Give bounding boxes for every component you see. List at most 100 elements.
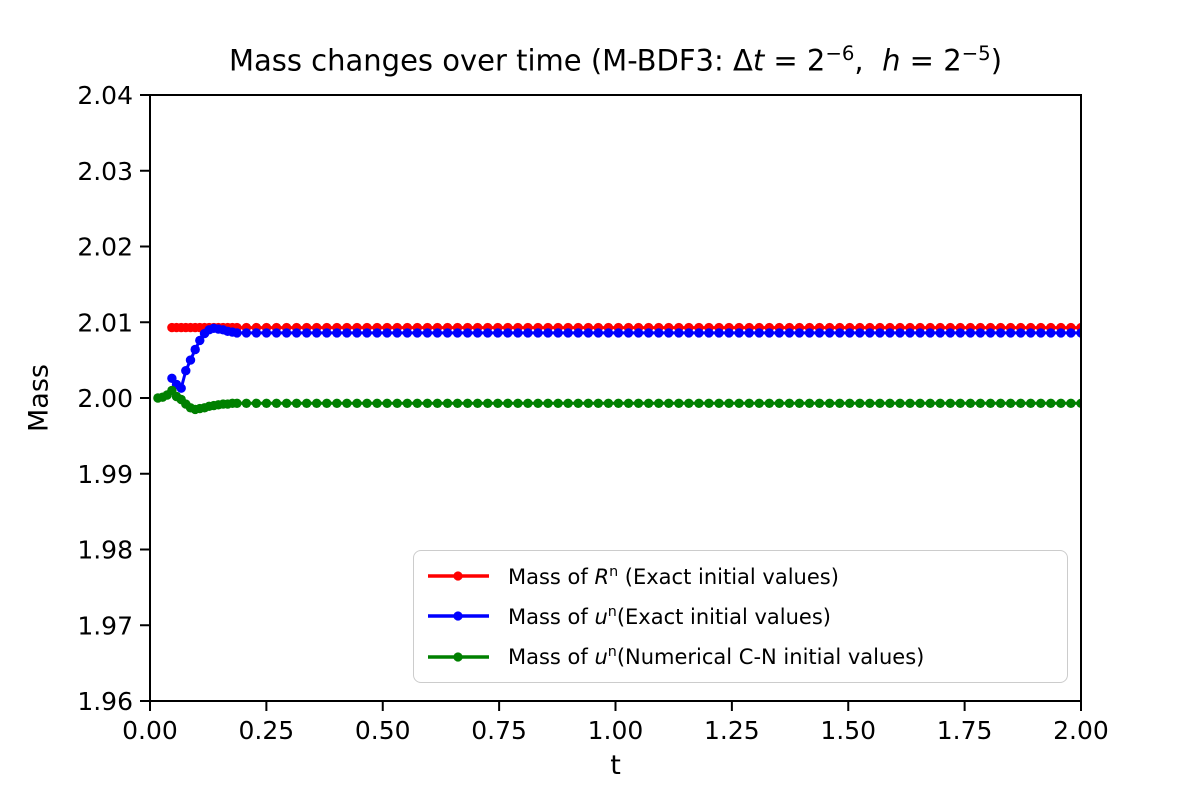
series-marker-mass-un-exact bbox=[392, 328, 402, 338]
x-tick-label: 0.25 bbox=[239, 716, 295, 745]
series-marker-mass-un-exact bbox=[664, 328, 674, 338]
series-marker-mass-un-numerical-cn bbox=[784, 398, 795, 408]
series-marker-mass-un-numerical-cn bbox=[633, 398, 644, 408]
series-marker-mass-un-exact bbox=[824, 328, 835, 338]
series-marker-mass-un-numerical-cn bbox=[1076, 398, 1081, 408]
series-marker-mass-un-numerical-cn bbox=[362, 398, 372, 408]
series-marker-mass-un-numerical-cn bbox=[643, 398, 654, 408]
series-marker-mass-un-numerical-cn bbox=[493, 398, 503, 408]
series-marker-mass-un-numerical-cn bbox=[1046, 398, 1056, 408]
series-marker-mass-un-numerical-cn bbox=[432, 398, 443, 408]
series-marker-mass-un-numerical-cn bbox=[513, 398, 523, 408]
series-marker-mass-un-exact bbox=[190, 344, 200, 355]
series-marker-mass-un-numerical-cn bbox=[402, 398, 412, 408]
series-marker-mass-un-numerical-cn bbox=[975, 398, 986, 408]
series-marker-mass-un-exact bbox=[553, 328, 563, 338]
series-marker-mass-un-exact bbox=[814, 328, 825, 338]
series-marker-mass-un-exact bbox=[784, 328, 795, 338]
series-marker-mass-un-exact bbox=[985, 328, 996, 338]
legend-item-mass-Rn-exact: Mass of Rn (Exact initial values) bbox=[425, 556, 1067, 596]
series-marker-mass-un-numerical-cn bbox=[895, 398, 905, 408]
series-marker-mass-un-numerical-cn bbox=[332, 398, 342, 408]
series-marker-mass-un-exact bbox=[845, 328, 855, 338]
series-marker-mass-un-exact bbox=[1056, 328, 1066, 338]
series-marker-mass-un-numerical-cn bbox=[945, 398, 955, 408]
y-tick-label: 1.99 bbox=[77, 460, 133, 489]
series-marker-mass-un-numerical-cn bbox=[935, 398, 945, 408]
series-marker-mass-un-exact bbox=[195, 335, 205, 346]
series-marker-mass-un-exact bbox=[633, 328, 644, 338]
series-marker-mass-un-numerical-cn bbox=[543, 398, 553, 408]
chart-title: Mass changes over time (M-BDF3: Δt = 2−6… bbox=[228, 42, 1003, 78]
series-marker-mass-un-exact bbox=[694, 328, 704, 338]
series-marker-mass-un-exact bbox=[462, 328, 473, 338]
series-marker-mass-un-exact bbox=[442, 328, 453, 338]
series-marker-mass-un-exact bbox=[382, 328, 392, 338]
series-marker-mass-un-exact bbox=[885, 328, 895, 338]
series-marker-mass-un-exact bbox=[412, 328, 422, 338]
series-marker-mass-un-numerical-cn bbox=[593, 398, 603, 408]
x-tick-label: 1.50 bbox=[820, 716, 876, 745]
series-marker-mass-un-exact bbox=[744, 328, 754, 338]
y-tick-label: 2.01 bbox=[77, 308, 133, 337]
series-marker-mass-un-numerical-cn bbox=[583, 398, 593, 408]
series-marker-mass-un-exact bbox=[362, 328, 372, 338]
series-marker-mass-un-numerical-cn bbox=[865, 398, 875, 408]
series-marker-mass-un-exact bbox=[312, 328, 322, 338]
series-marker-mass-un-exact bbox=[563, 328, 573, 338]
series-marker-mass-un-numerical-cn bbox=[925, 398, 935, 408]
series-marker-mass-un-numerical-cn bbox=[714, 398, 724, 408]
series-marker-mass-un-numerical-cn bbox=[1016, 398, 1026, 408]
series-marker-mass-un-numerical-cn bbox=[1056, 398, 1066, 408]
series-marker-mass-un-exact bbox=[754, 328, 764, 338]
series-marker-mass-un-exact bbox=[925, 328, 935, 338]
legend-label: Mass of un(Numerical C-N initial values) bbox=[508, 644, 925, 670]
series-marker-mass-un-exact bbox=[794, 328, 805, 338]
x-tick-label: 1.25 bbox=[704, 716, 760, 745]
series-marker-mass-un-numerical-cn bbox=[965, 398, 976, 408]
series-marker-mass-un-numerical-cn bbox=[503, 398, 513, 408]
series-marker-mass-un-numerical-cn bbox=[955, 398, 965, 408]
series-marker-mass-un-exact bbox=[271, 328, 282, 338]
series-marker-mass-un-exact bbox=[1076, 328, 1081, 338]
series-marker-mass-un-numerical-cn bbox=[794, 398, 805, 408]
series-marker-mass-un-numerical-cn bbox=[824, 398, 835, 408]
series-marker-mass-un-numerical-cn bbox=[281, 398, 292, 408]
series-marker-mass-un-exact bbox=[593, 328, 603, 338]
series-marker-mass-un-numerical-cn bbox=[1005, 398, 1016, 408]
series-marker-mass-un-exact bbox=[1066, 328, 1076, 338]
series-marker-mass-un-numerical-cn bbox=[372, 398, 382, 408]
series-marker-mass-un-exact bbox=[905, 328, 915, 338]
series-marker-mass-un-exact bbox=[241, 328, 252, 338]
series-marker-mass-un-exact bbox=[1036, 328, 1046, 338]
series-marker-mass-un-exact bbox=[643, 328, 654, 338]
x-tick-label: 0.00 bbox=[122, 716, 178, 745]
series-marker-mass-un-exact bbox=[583, 328, 593, 338]
series-marker-mass-un-numerical-cn bbox=[483, 398, 493, 408]
series-marker-mass-un-exact bbox=[613, 328, 624, 338]
y-tick-label: 2.03 bbox=[77, 157, 133, 186]
series-marker-mass-un-exact bbox=[232, 328, 242, 338]
series-marker-mass-un-exact bbox=[533, 328, 543, 338]
series-marker-mass-un-exact bbox=[432, 328, 443, 338]
series-marker-mass-un-numerical-cn bbox=[352, 398, 362, 408]
y-tick-label: 1.96 bbox=[77, 687, 133, 716]
legend-label: Mass of Rn (Exact initial values) bbox=[508, 563, 839, 589]
series-marker-mass-un-numerical-cn bbox=[1026, 398, 1036, 408]
series-marker-mass-un-exact bbox=[302, 328, 312, 338]
series-marker-mass-un-numerical-cn bbox=[985, 398, 996, 408]
series-marker-mass-un-numerical-cn bbox=[271, 398, 282, 408]
legend-line-marker-icon bbox=[425, 608, 495, 624]
series-marker-mass-un-exact bbox=[835, 328, 845, 338]
y-tick-label: 1.97 bbox=[77, 611, 133, 640]
series-marker-mass-un-exact bbox=[674, 328, 684, 338]
series-marker-mass-un-numerical-cn bbox=[412, 398, 422, 408]
series-marker-mass-un-numerical-cn bbox=[241, 398, 252, 408]
series-marker-mass-un-exact bbox=[945, 328, 955, 338]
x-tick-label: 1.00 bbox=[588, 716, 644, 745]
series-marker-mass-un-numerical-cn bbox=[573, 398, 583, 408]
series-marker-mass-un-numerical-cn bbox=[774, 398, 784, 408]
series-mass-un-numerical-cn bbox=[153, 385, 1081, 415]
series-marker-mass-un-numerical-cn bbox=[835, 398, 845, 408]
series-marker-mass-un-exact bbox=[251, 328, 262, 338]
